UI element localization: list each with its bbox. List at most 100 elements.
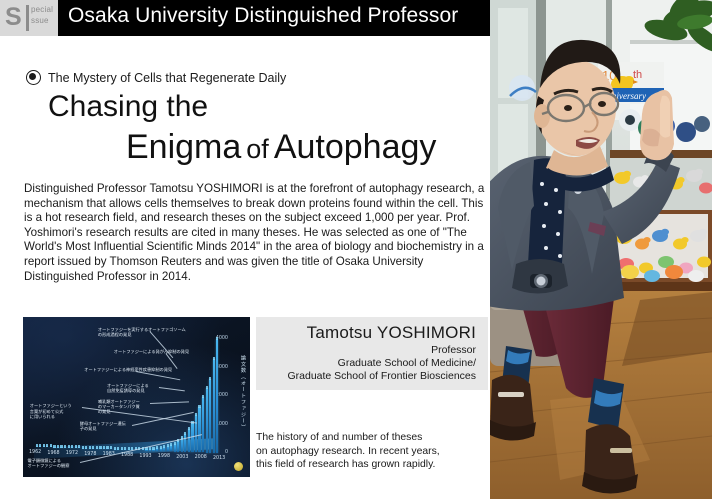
chart-bar-cap xyxy=(163,445,166,449)
chart-bar xyxy=(56,444,60,448)
logo-word-issue: ssue xyxy=(31,16,49,25)
chart-bar-cap xyxy=(71,445,74,449)
chart-x-tick: 2003 xyxy=(176,454,189,460)
chart-bar-cap xyxy=(120,446,123,450)
chart-bar-cap xyxy=(74,445,77,449)
chart-annotation: 哺乳類オートファジー のマーカータンパク質 の発見 xyxy=(97,398,140,415)
headline-word-autophagy: Autophagy xyxy=(273,128,437,166)
chart-bar xyxy=(141,447,144,451)
chart-bar-cap xyxy=(106,446,109,450)
headline-line-2: Enigma of Autophagy xyxy=(26,126,486,170)
logo-word-special: pecial xyxy=(31,5,54,14)
chart-bar xyxy=(191,421,194,453)
caption-line-1: The history of and number of theses xyxy=(256,432,423,443)
chart-bar xyxy=(99,446,102,450)
chart-plot-area: 0100020003000400019621968197219781983198… xyxy=(23,317,250,477)
chart-bar-cap xyxy=(145,446,148,450)
chart-bar-cap xyxy=(35,444,38,447)
chart-bar-cap xyxy=(152,446,155,450)
chart-bar xyxy=(53,444,56,448)
chart-bar xyxy=(81,445,84,449)
chart-bar-cap xyxy=(127,447,130,450)
special-issue-logo: S pecial ssue xyxy=(0,0,58,36)
chart-bar xyxy=(177,439,180,452)
chart-bar-cap xyxy=(78,445,81,449)
chart-bar-cap xyxy=(99,446,102,450)
chart-bar xyxy=(173,441,176,452)
chart-annotation-leader xyxy=(149,400,189,404)
chart-annotation: オートファジーによる 自然免疫誘導の発見 xyxy=(106,382,149,393)
chart-bar xyxy=(148,446,152,451)
article-headline: Chasing the Enigma of Autophagy xyxy=(26,88,486,170)
profile-name: Tamotsu YOSHIMORI xyxy=(306,323,476,342)
chart-bar xyxy=(102,446,106,450)
chart-bar-cap xyxy=(173,441,176,445)
logo-letter-s: S xyxy=(5,3,22,31)
chart-bar-cap xyxy=(49,444,52,448)
chart-bar xyxy=(170,443,173,452)
chart-bar-cap xyxy=(39,444,42,448)
profile-affiliation-1: Graduate School of Medicine/ xyxy=(337,357,476,369)
svg-text:Anniversary: Anniversary xyxy=(601,91,646,101)
profile-role: Professor xyxy=(431,344,476,356)
chart-bar xyxy=(124,446,127,450)
headline-word-of: of xyxy=(246,134,269,164)
chart-bar-cap xyxy=(92,445,95,449)
chart-bar-cap xyxy=(198,404,201,408)
chart-bar xyxy=(71,445,74,449)
chart-bar-cap xyxy=(46,444,49,448)
article-body: Distinguished Professor Tamotsu YOSHIMOR… xyxy=(24,182,485,283)
caption-line-2: on autophagy research. In recent years, xyxy=(256,445,440,457)
chart-caption: The history of and number of theses on a… xyxy=(256,431,488,472)
chart-bar xyxy=(49,444,52,448)
chart-x-tick: 2008 xyxy=(194,455,207,461)
bullet-circle-icon xyxy=(26,70,41,85)
chart-bar-cap xyxy=(85,445,88,449)
profile-affiliation-2: Graduate School of Frontier Biosciences xyxy=(287,370,476,382)
chart-bar xyxy=(42,444,45,448)
chart-y-axis-label: 論文数（オートファジー） xyxy=(240,355,246,431)
chart-bar-cap xyxy=(109,446,113,450)
chart-bar xyxy=(145,446,148,451)
chart-bar xyxy=(63,444,67,448)
portrait-illustration: 10 th Anniversary xyxy=(490,0,712,499)
chart-bar xyxy=(92,445,95,449)
chart-bar-cap xyxy=(124,446,127,450)
chart-bar-cap xyxy=(42,444,45,448)
chart-bar xyxy=(166,444,169,452)
chart-bar xyxy=(117,446,120,450)
chart-annotation: 電子顕微鏡による オートファジーの観察 xyxy=(27,457,70,469)
header-black-band: Osaka University Distinguished Professor xyxy=(58,0,490,36)
chart-bar xyxy=(209,376,212,453)
chart-bar xyxy=(74,445,77,449)
svg-text:th: th xyxy=(633,69,642,81)
chart-bar-cap xyxy=(201,394,205,398)
chart-bar xyxy=(106,446,109,450)
chart-bar-cap xyxy=(56,444,60,448)
chart-bar xyxy=(205,386,208,453)
chart-x-tick: 1968 xyxy=(47,450,60,456)
chart-y-tick: 3000 xyxy=(215,364,228,370)
caption-line-3: this field of research has grown rapidly… xyxy=(256,459,436,470)
chart-bar xyxy=(46,444,49,448)
chart-bar-cap xyxy=(170,443,173,447)
chart-annotation: 酵母オートファジー遺伝 子の発見 xyxy=(79,421,126,432)
chart-x-tick: 1972 xyxy=(65,451,79,457)
headline-line-1: Chasing the xyxy=(48,90,209,123)
chart-bar-cap xyxy=(194,413,198,417)
chart-annotation-leader xyxy=(158,386,186,391)
chart-bar xyxy=(187,427,190,452)
chart-bar xyxy=(194,413,198,453)
chart-bar xyxy=(152,446,155,451)
page-title: Osaka University Distinguished Professor xyxy=(68,4,459,27)
chart-x-tick: 1993 xyxy=(139,453,152,459)
chart-x-tick: 1988 xyxy=(121,453,134,458)
chart-bar xyxy=(159,445,162,452)
chart-annotation: オートファジーという 言葉が初めて公式 に用いられる xyxy=(29,403,72,420)
chart-bar xyxy=(184,432,187,452)
chart-bar xyxy=(39,444,42,448)
chart-x-tick: 1962 xyxy=(29,450,42,455)
chart-bar xyxy=(198,404,201,453)
chart-decorative-dot xyxy=(234,462,243,471)
chart-bar-cap xyxy=(113,446,116,450)
